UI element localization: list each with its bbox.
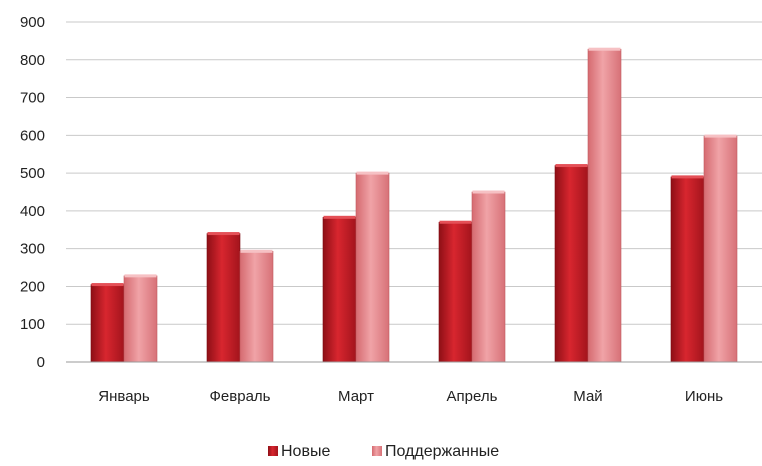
x-category-label: Март — [338, 388, 374, 405]
y-tick-label: 200 — [20, 278, 45, 295]
y-axis-ticks: 0 100 200 300 400 500 600 700 800 900 — [20, 14, 45, 371]
bar-top-highlight — [356, 171, 389, 175]
bar-podderzhannye-1 — [239, 251, 274, 363]
legend-label-1: Поддержанные — [385, 443, 499, 460]
bar-novye-3 — [438, 221, 473, 363]
bar-podderzhannye-0 — [123, 275, 158, 363]
y-tick-label: 100 — [20, 316, 45, 333]
bar-top-highlight — [671, 175, 704, 179]
bar-top-highlight — [704, 134, 737, 138]
y-tick-label: 0 — [37, 354, 45, 371]
y-tick-label: 400 — [20, 203, 45, 220]
bar-top-highlight — [588, 47, 621, 51]
x-category-label: Январь — [98, 388, 150, 405]
bar-top-highlight — [124, 274, 157, 278]
y-tick-label: 900 — [20, 14, 45, 31]
bars — [90, 47, 738, 363]
bar-top-highlight — [555, 164, 588, 168]
gridlines — [66, 21, 762, 325]
y-tick-label: 800 — [20, 52, 45, 69]
bar-top-highlight — [323, 215, 356, 219]
bar-top-highlight — [240, 249, 273, 253]
y-tick-label: 700 — [20, 90, 45, 107]
bar-novye-1 — [206, 233, 241, 363]
bar-top-highlight — [91, 283, 124, 287]
bar-top-highlight — [472, 190, 505, 194]
bar-novye-2 — [322, 217, 357, 363]
y-tick-label: 500 — [20, 165, 45, 182]
bar-top-highlight — [207, 232, 240, 236]
y-tick-label: 300 — [20, 241, 45, 258]
y-tick-label: 600 — [20, 127, 45, 144]
legend-swatch-0 — [268, 446, 278, 456]
x-category-label: Июнь — [685, 388, 723, 405]
bar-novye-0 — [90, 284, 125, 363]
bar-novye-4 — [554, 165, 589, 363]
bar-podderzhannye-3 — [471, 191, 506, 363]
legend: Новые Поддержанные — [268, 443, 499, 460]
legend-swatch-1 — [372, 446, 382, 456]
x-category-label: Февраль — [210, 388, 271, 405]
bar-podderzhannye-4 — [587, 48, 622, 363]
legend-label-0: Новые — [281, 443, 330, 460]
bar-podderzhannye-2 — [355, 172, 390, 363]
x-category-label: Май — [573, 388, 602, 405]
bar-podderzhannye-5 — [703, 135, 738, 363]
bar-top-highlight — [439, 220, 472, 224]
x-category-label: Апрель — [447, 388, 498, 405]
x-axis-categories: Январь Февраль Март Апрель Май Июнь — [98, 388, 723, 405]
bar-novye-5 — [670, 176, 705, 363]
